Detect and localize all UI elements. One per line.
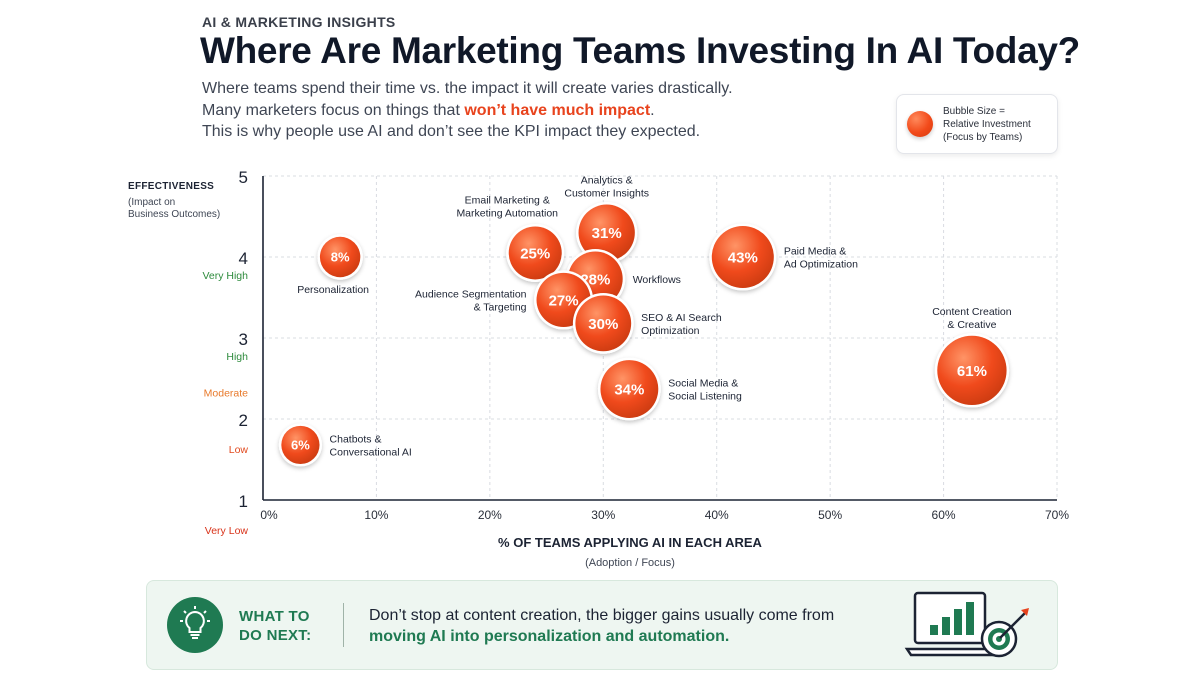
bubble-category-label: Paid Media &: [784, 246, 846, 258]
legend-line-1: Bubble Size =: [943, 106, 1005, 117]
subtitle-line-2-post: .: [650, 101, 655, 119]
bubble-value-label: 31%: [592, 225, 622, 242]
bubble: [600, 360, 659, 418]
bubble-category-label: Audience Segmentation: [415, 288, 527, 300]
lightbulb-icon: [167, 597, 223, 653]
chart-grid: [263, 175, 1058, 500]
y-axis-title: EFFECTIVENESS: [128, 181, 214, 192]
y-tick-label: 4: [239, 249, 248, 268]
y-tick-label: 5: [239, 168, 248, 187]
x-tick-label: 10%: [364, 508, 388, 522]
next-text: Don’t stop at content creation, the bigg…: [369, 605, 889, 647]
bubble-category-label: Analytics &: [581, 175, 633, 187]
subtitle-highlight: won’t have much impact: [464, 101, 651, 119]
bubble-point: 61% Content Creation& Creative: [932, 306, 1012, 408]
bubble-size-legend: Bubble Size = Relative Investment (Focus…: [896, 94, 1058, 154]
x-tick-label: 70%: [1045, 508, 1069, 522]
laptop-chart-target-icon: [904, 591, 1029, 658]
next-label: WHAT TO DO NEXT:: [239, 607, 311, 645]
x-tick-label: 50%: [818, 508, 842, 522]
subtitle-line-2: Many marketers focus on things that won’…: [202, 100, 733, 122]
bubble: [711, 225, 774, 289]
bubble-value-label: 34%: [614, 381, 644, 398]
bubble: [281, 425, 320, 465]
bubble-category-label: Content Creation: [932, 306, 1012, 318]
y-axis-subtitle: Business Outcomes): [128, 209, 220, 220]
bubble-value-label: 25%: [520, 245, 550, 262]
bubble: [578, 204, 635, 261]
bubble-point: 8% Personalization: [297, 234, 369, 296]
bubble-category-label: Email Marketing &: [465, 194, 550, 206]
legend-text: Bubble Size = Relative Investment (Focus…: [943, 105, 1055, 144]
bubble: [508, 226, 562, 280]
page-title: Where Are Marketing Teams Investing In A…: [200, 30, 1080, 71]
legend-line-3: (Focus by Teams): [943, 132, 1023, 143]
subtitle-line-3: This is why people use AI and don’t see …: [202, 123, 701, 140]
bubble-value-label: 6%: [291, 438, 310, 453]
x-tick-label: 60%: [932, 508, 956, 522]
x-tick-label: 0%: [260, 508, 278, 522]
bubble-value-label: 30%: [588, 316, 618, 333]
subtitle: Where teams spend their time vs. the imp…: [202, 78, 733, 143]
bubble-category-label: SEO & AI Search: [641, 312, 722, 324]
bubble-category-label: Customer Insights: [564, 188, 649, 200]
x-tick-label: 40%: [705, 508, 729, 522]
chart-axes: [262, 176, 1057, 501]
x-tick-label: 20%: [478, 508, 502, 522]
y-category-label: Low: [229, 444, 249, 456]
bubble-point: 27% Audience Segmentation& Targeting: [415, 270, 594, 330]
bubble: [319, 236, 361, 278]
bubble-category-label: Personalization: [297, 284, 369, 296]
bubble: [575, 295, 632, 352]
eyebrow: AI & MARKETING INSIGHTS: [202, 14, 396, 30]
bubble-point: 6% Chatbots &Conversational AI: [278, 423, 412, 467]
bubble-category-label: Ad Optimization: [784, 259, 858, 271]
y-category-label: Moderate: [204, 388, 249, 400]
y-category-label: Very High: [202, 270, 248, 282]
bubble-category-label: & Targeting: [474, 301, 527, 313]
chart-bubbles: 8% Personalization 25% Email Marketing &Mar…: [278, 175, 1012, 467]
x-tick-label: 30%: [591, 508, 615, 522]
bubble-point: 34% Social Media &Social Listening: [597, 357, 742, 421]
bubble-point: 43% Paid Media &Ad Optimization: [709, 223, 858, 291]
bubble-chart: 0% 10% 20% 30% 40% 50% 60% 70% 1 2 3 4 5 Very High Hig…: [128, 168, 1069, 569]
y-axis-subtitle: (Impact on: [128, 197, 175, 208]
bubble-category-label: Marketing Automation: [456, 207, 558, 219]
x-axis-title: % OF TEAMS APPLYING AI IN EACH AREA: [498, 535, 762, 550]
bubble-value-label: 43%: [728, 249, 758, 266]
bubble-category-label: Chatbots &: [330, 433, 382, 445]
bubble-value-label: 61%: [957, 363, 987, 380]
next-label-line-1: WHAT TO: [239, 608, 310, 625]
next-text-pre: Don’t stop at content creation, the bigg…: [369, 607, 835, 624]
y-category-label: High: [226, 351, 248, 363]
y-tick-label: 3: [239, 330, 248, 349]
bubble-category-label: Optimization: [641, 325, 700, 337]
y-tick-label: 1: [239, 492, 248, 511]
bubble-value-label: 27%: [549, 292, 579, 309]
subtitle-line-2-pre: Many marketers focus on things that: [202, 101, 465, 119]
bubble-category-label: & Creative: [947, 319, 996, 331]
callout-divider: [343, 603, 344, 647]
next-steps-callout: WHAT TO DO NEXT: Don’t stop at content c…: [146, 580, 1058, 670]
bubble-category-label: Conversational AI: [330, 446, 412, 458]
next-label-line-2: DO NEXT:: [239, 627, 312, 644]
bubble-category-label: Social Media &: [668, 378, 738, 390]
legend-line-2: Relative Investment: [943, 119, 1031, 130]
y-tick-label: 2: [239, 411, 248, 430]
bubble-point: 25% Email Marketing &Marketing Automation: [456, 194, 565, 282]
bubble-point: 31% Analytics &Customer Insights: [564, 175, 649, 264]
x-axis-subtitle: (Adoption / Focus): [585, 557, 675, 569]
subtitle-line-1: Where teams spend their time vs. the imp…: [202, 80, 733, 97]
bubble-value-label: 8%: [331, 250, 350, 265]
bubble-category-label: Social Listening: [668, 391, 742, 403]
legend-bubble-icon: [907, 111, 933, 137]
y-category-label: Very Low: [205, 525, 249, 537]
bubble: [937, 335, 1007, 406]
next-text-highlight: moving AI into personalization and autom…: [369, 628, 730, 645]
chart-ticks: 0% 10% 20% 30% 40% 50% 60% 70% 1 2 3 4 5 Very High Hig…: [202, 168, 1069, 537]
bubble-category-label: Workflows: [633, 274, 681, 286]
